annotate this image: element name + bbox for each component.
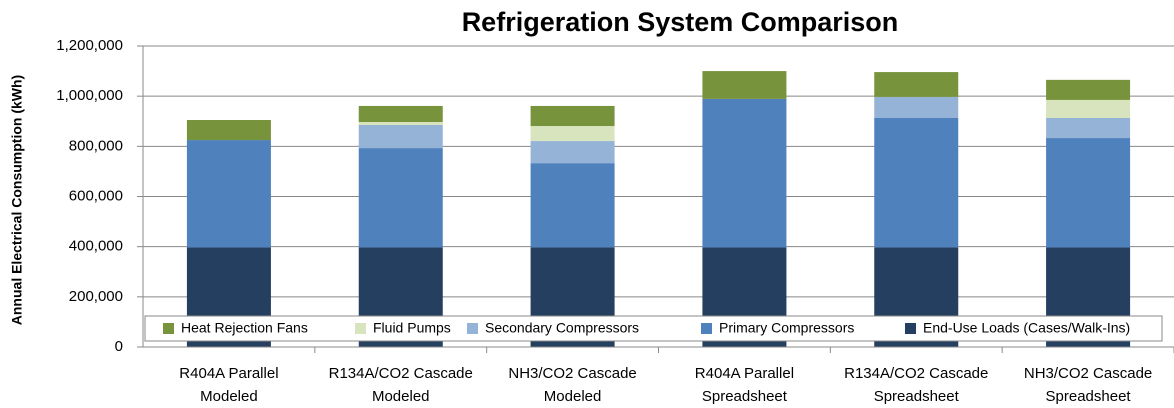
x-tick-label: R134A/CO2 Cascade Modeled: [329, 365, 473, 405]
bar-segment: [530, 105, 615, 127]
bar-segment: [358, 148, 443, 248]
x-tick-label: NH3/CO2 Cascade Modeled: [508, 365, 636, 405]
bar-segment: [1046, 138, 1131, 248]
legend-swatch: [163, 323, 174, 334]
x-tick-line: Spreadsheet: [874, 388, 960, 405]
legend-label: Secondary Compressors: [485, 320, 639, 336]
x-tick-line: Modeled: [200, 388, 258, 405]
x-tick-label: R134A/CO2 Cascade Spreadsheet: [844, 365, 988, 405]
y-tick-label: 800,000: [69, 137, 123, 154]
y-tick-label: 400,000: [69, 238, 123, 255]
bar-segment: [1046, 117, 1131, 139]
x-tick-line: Modeled: [372, 388, 430, 405]
x-tick-line: R404A Parallel: [695, 365, 794, 382]
chart-title: Refrigeration System Comparison: [462, 7, 899, 37]
x-tick-line: Spreadsheet: [702, 388, 788, 405]
bar-segment: [1046, 99, 1131, 118]
bar-segment: [702, 71, 787, 99]
bar-segment: [874, 72, 959, 97]
y-tick-label: 1,200,000: [56, 37, 123, 54]
y-tick-label: 1,000,000: [56, 87, 123, 104]
legend-swatch: [467, 323, 478, 334]
bar-segment: [530, 141, 615, 164]
y-tick-label: 200,000: [69, 288, 123, 305]
bar-segment: [530, 163, 615, 248]
x-tick-line: Modeled: [544, 388, 602, 405]
legend-swatch: [701, 323, 712, 334]
legend-label: Heat Rejection Fans: [181, 320, 308, 336]
x-tick-label: R404A Parallel Modeled: [179, 365, 278, 405]
bar-segment: [358, 125, 443, 149]
x-tick-line: Spreadsheet: [1046, 388, 1132, 405]
x-tick-line: NH3/CO2 Cascade: [508, 365, 636, 382]
bar-segment: [358, 122, 443, 126]
bar-segment: [186, 140, 271, 248]
legend-label: Primary Compressors: [719, 320, 854, 336]
x-tick-line: R404A Parallel: [179, 365, 278, 382]
bar-segment: [186, 119, 271, 141]
y-tick-label: 0: [115, 338, 123, 355]
x-tick-line: NH3/CO2 Cascade: [1024, 365, 1152, 382]
y-axis-title: Annual Electrical Consumption (kWh): [9, 75, 25, 325]
bar-segment: [702, 98, 787, 248]
legend-box: [144, 315, 1163, 342]
legend-swatch: [905, 323, 916, 334]
bar-segment: [358, 105, 443, 123]
bar-segment: [1046, 79, 1131, 100]
bar-segment: [530, 126, 615, 142]
legend-swatch: [355, 323, 366, 334]
bar-segment: [874, 117, 959, 248]
x-tick-label: NH3/CO2 Cascade Spreadsheet: [1024, 365, 1152, 405]
x-tick-line: R134A/CO2 Cascade: [844, 365, 988, 382]
x-tick-line: R134A/CO2 Cascade: [329, 365, 473, 382]
x-tick-label: R404A Parallel Spreadsheet: [695, 365, 794, 405]
legend-label: Fluid Pumps: [373, 320, 451, 336]
legend-label: End-Use Loads (Cases/Walk-Ins): [923, 320, 1130, 336]
y-tick-label: 600,000: [69, 187, 123, 204]
bar-segment: [874, 96, 959, 118]
